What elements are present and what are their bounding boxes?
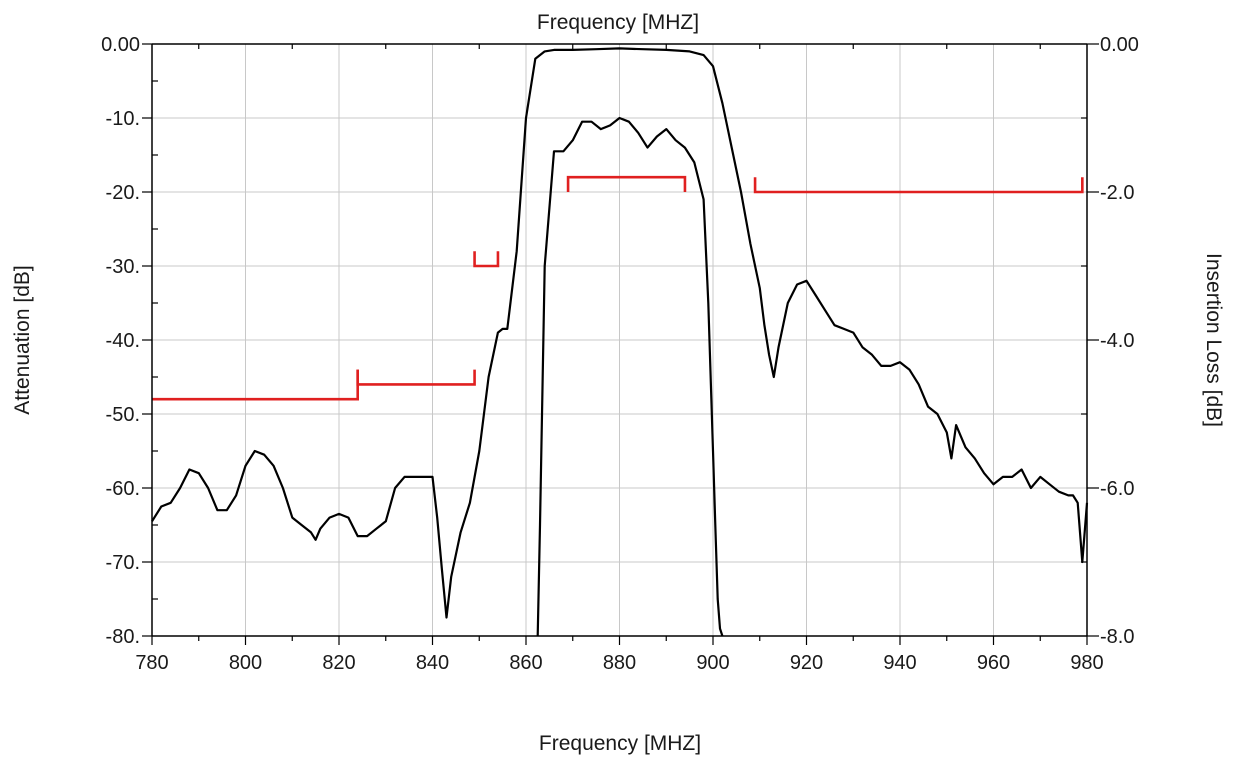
- spec-mask-segment: [356, 369, 476, 386]
- insertion-loss-line: [536, 116, 724, 637]
- y2-tick-label: -6.0: [1100, 478, 1134, 500]
- attenuation-line: [151, 47, 1089, 619]
- x-tick-label: 880: [603, 652, 636, 674]
- y-tick-label: -60.: [106, 478, 140, 500]
- x-tick-label: 840: [416, 652, 449, 674]
- spec-mask-segment: [753, 177, 1084, 194]
- x-axis-title: Frequency [MHZ]: [539, 732, 701, 755]
- x-tick-label: 940: [883, 652, 916, 674]
- y-axis-title: Attenuation [dB]: [11, 265, 34, 414]
- axes-group: [142, 43, 1099, 645]
- x-tick-label: 960: [977, 652, 1010, 674]
- x-tick-label: 920: [790, 652, 823, 674]
- chart-title: Frequency [MHZ]: [537, 11, 699, 34]
- y2-tick-label: -8.0: [1100, 626, 1134, 648]
- spec-mask-segment: [152, 369, 359, 401]
- y-tick-label: -30.: [106, 256, 140, 278]
- y2-tick-label: 0.00: [1100, 34, 1139, 56]
- y-tick-label: 0.00: [101, 34, 140, 56]
- x-tick-label: 820: [322, 652, 355, 674]
- y-tick-label: -70.: [106, 552, 140, 574]
- spec-mask-segment: [473, 251, 500, 268]
- series-group: [151, 47, 1089, 637]
- y2-tick-label: -2.0: [1100, 182, 1134, 204]
- y-tick-label: -20.: [106, 182, 140, 204]
- x-tick-label: 800: [229, 652, 262, 674]
- y-tick-label: -40.: [106, 330, 140, 352]
- tick-labels-group: 780 800 820 840 860 880 900 920 940 960 980 0.00 -10…: [101, 34, 1139, 674]
- y-tick-label: -10.: [106, 108, 140, 130]
- spec-mask-segment: [566, 175, 687, 192]
- x-tick-label: 860: [509, 652, 542, 674]
- y2-axis-title: Insertion Loss [dB]: [1202, 253, 1225, 427]
- y2-tick-label: -4.0: [1100, 330, 1134, 352]
- y-tick-label: -50.: [106, 404, 140, 426]
- x-tick-label: 900: [696, 652, 729, 674]
- x-tick-label: 980: [1070, 652, 1103, 674]
- spec-mask-group: [152, 175, 1084, 401]
- x-tick-label: 780: [135, 652, 168, 674]
- grid: [152, 44, 1087, 636]
- y-tick-label: -80.: [106, 626, 140, 648]
